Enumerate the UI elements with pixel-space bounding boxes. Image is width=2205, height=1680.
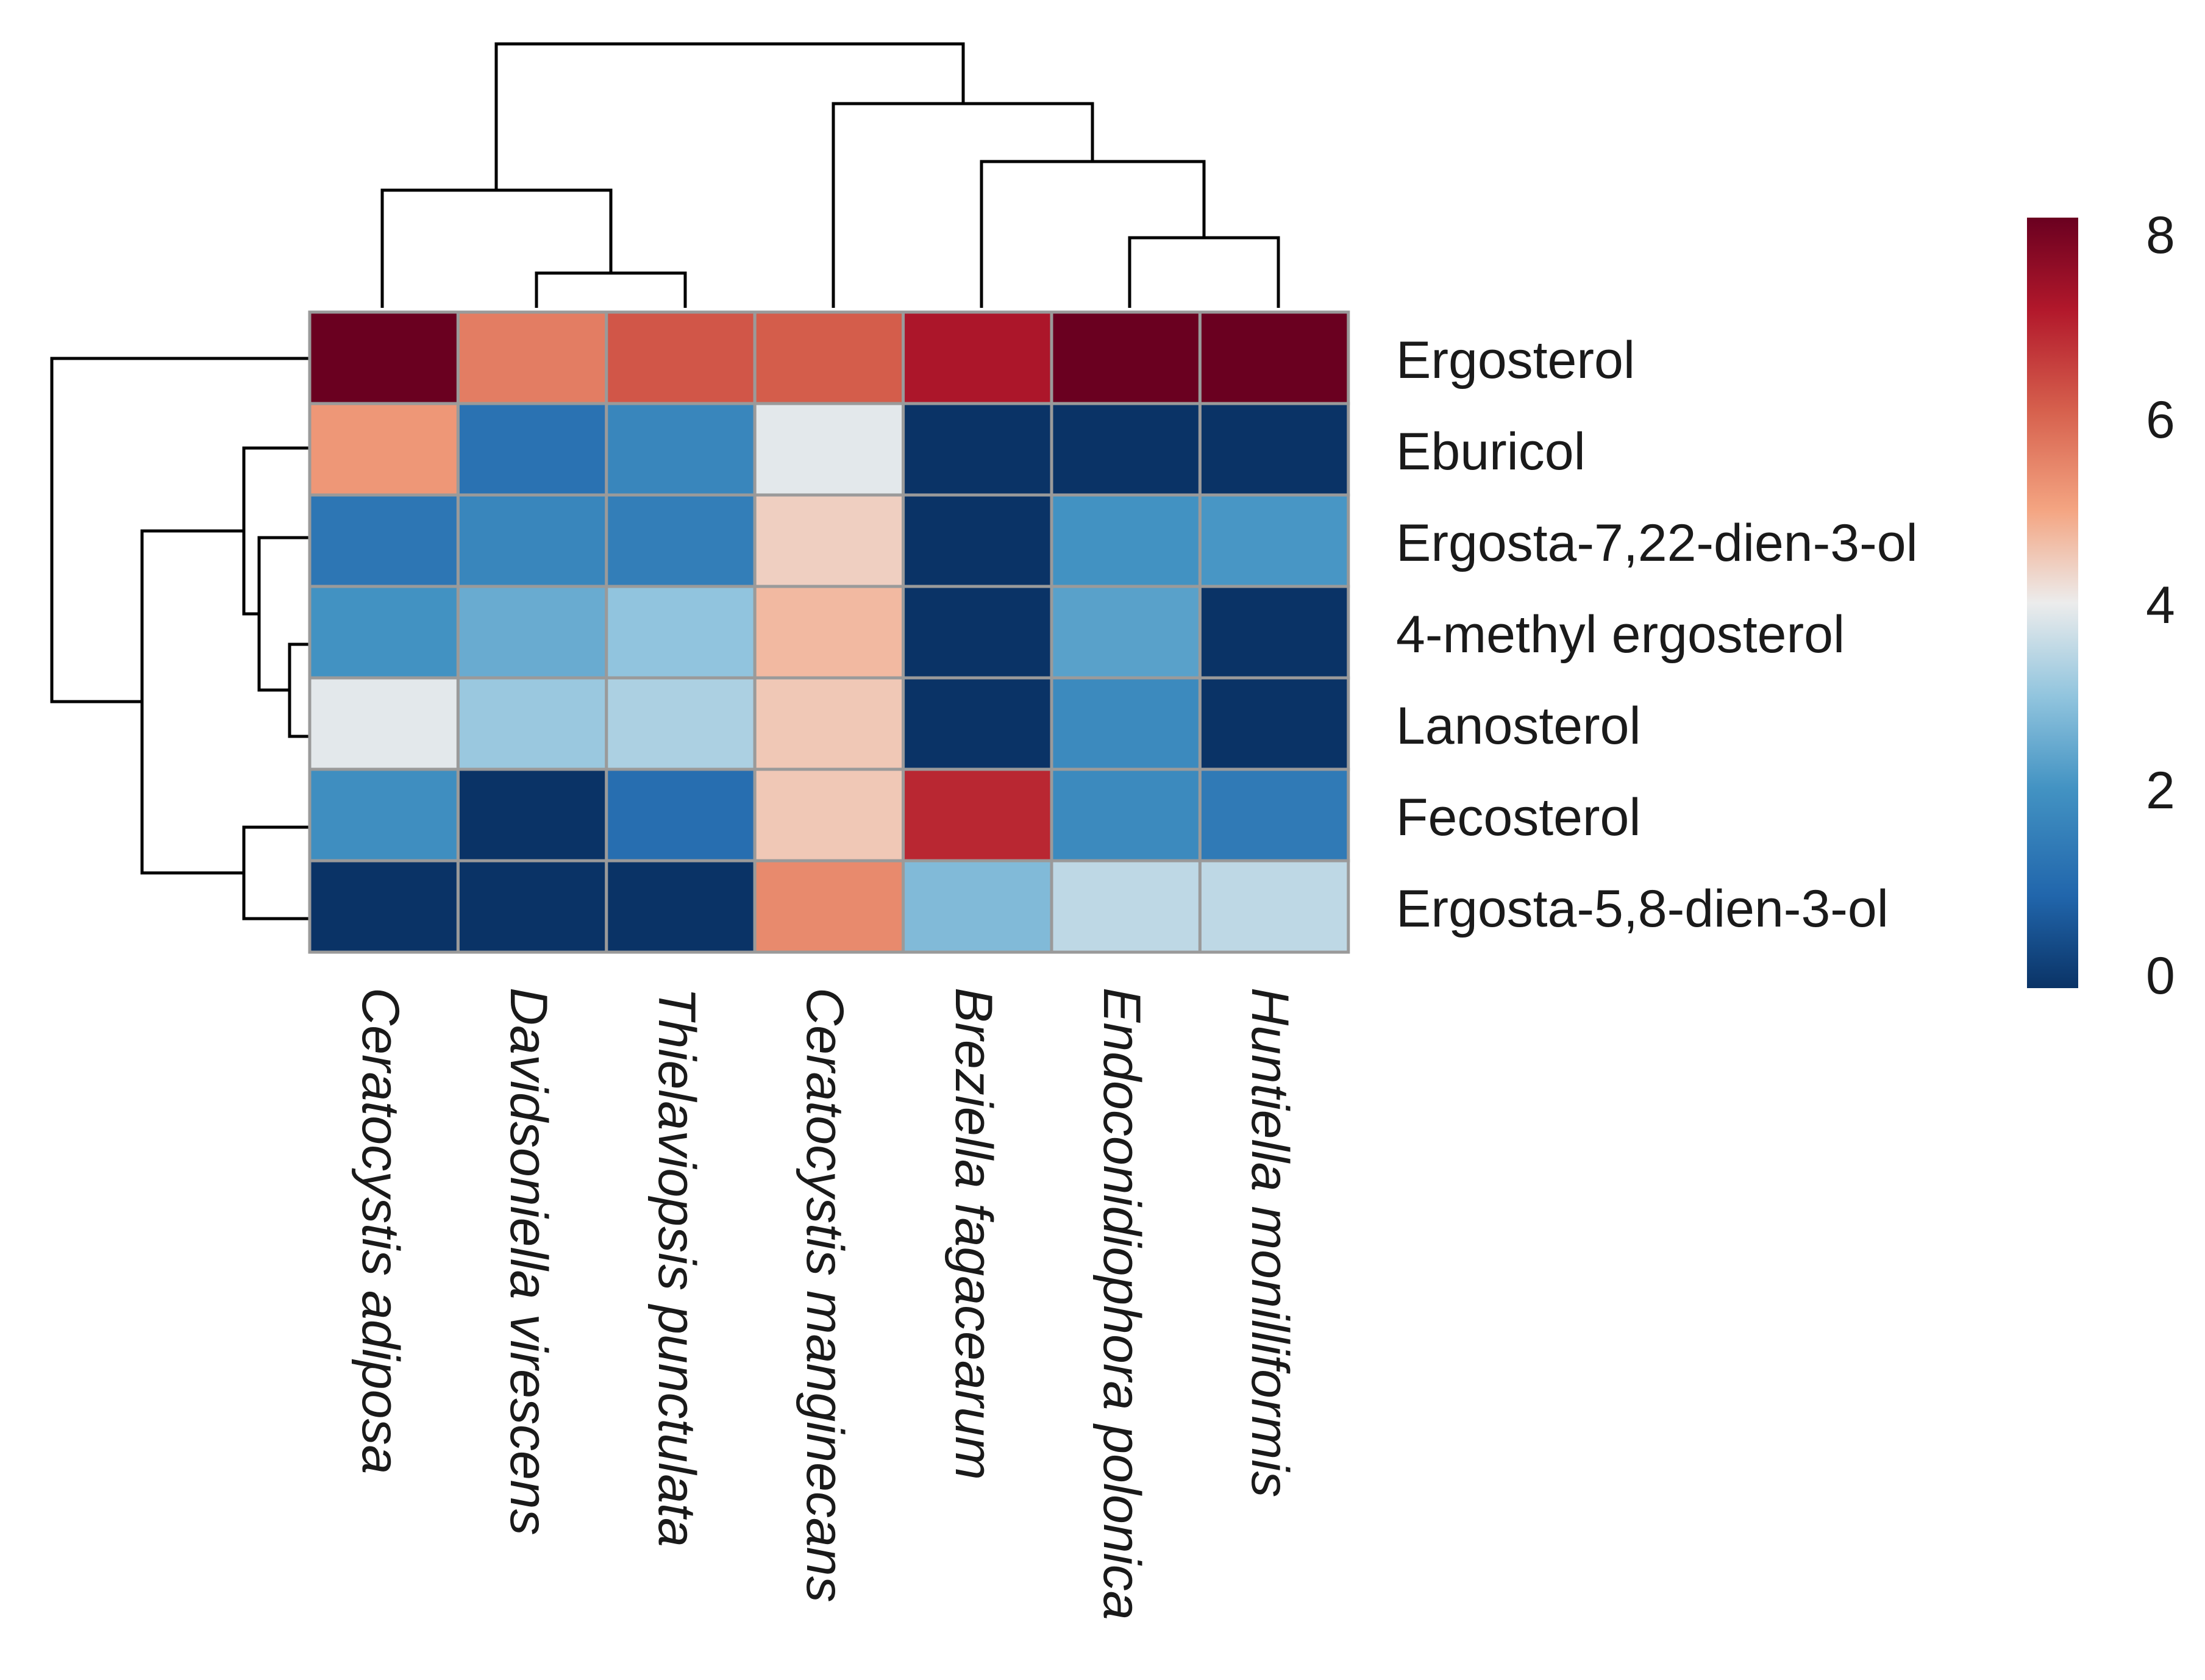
cell-ergosterol-huntiella-monilliformis — [1198, 310, 1350, 405]
col-dendro-link-root — [494, 42, 965, 190]
cell-4-methyl-ergosterol-davidsoniella-virescens — [456, 585, 608, 680]
cell-ergosta-5-8-dien-3-ol-huntiella-monilliformis — [1198, 859, 1350, 954]
cell-ergosta-5-8-dien-3-ol-ceratocystis-adiposa — [308, 859, 460, 954]
colorbar-tick-6: 6 — [2146, 391, 2175, 449]
cell-lanosterol-ceratocystis-adiposa — [308, 676, 460, 771]
row-dendro-link-root — [50, 357, 310, 703]
cell-fecosterol-davidsoniella-virescens — [456, 767, 608, 863]
cell-fecosterol-huntiella-monilliformis — [1198, 767, 1350, 863]
row-label-fecosterol: Fecosterol — [1396, 788, 1641, 847]
colorbar-tick-4: 4 — [2146, 576, 2175, 635]
cell-eburicol-thielaviopsis-punctulata — [605, 402, 757, 497]
cell-fecosterol-thielaviopsis-punctulata — [605, 767, 757, 863]
cell-4-methyl-ergosterol-ceratocystis-adiposa — [308, 585, 460, 680]
cell-fecosterol-breziella-fagacearum — [902, 767, 1053, 863]
row-label-4-methyl-ergosterol: 4-methyl ergosterol — [1396, 605, 1845, 664]
row-label-ergosta-5-8-dien-3-ol: Ergosta-5,8-dien-3-ol — [1396, 880, 1889, 938]
cell-fecosterol-ceratocystis-adiposa — [308, 767, 460, 863]
row-labels: Ergosterol Eburicol Ergosta-7,22-dien-3-… — [1396, 331, 1918, 938]
row-dendro-link-4methyl-lanosterol — [288, 642, 310, 738]
cell-ergosta-7-22-dien-3-ol-breziella-fagacearum — [902, 493, 1053, 588]
col-label-ceratocystis-adiposa: Ceratocystis adiposa — [351, 988, 410, 1474]
row-label-eburicol: Eburicol — [1396, 422, 1586, 481]
color-legend: 8 6 4 2 0 — [2027, 206, 2175, 1005]
cell-lanosterol-thielaviopsis-punctulata — [605, 676, 757, 771]
col-label-thielaviopsis-punctulata: Thielaviopsis punctulata — [647, 988, 706, 1547]
cell-ergosterol-ceratocystis-manginecans — [753, 310, 905, 405]
cell-ergosta-5-8-dien-3-ol-davidsoniella-virescens — [456, 859, 608, 954]
cell-ergosta-7-22-dien-3-ol-davidsoniella-virescens — [456, 493, 608, 588]
colorbar-tick-0: 0 — [2146, 947, 2175, 1005]
cell-4-methyl-ergosterol-thielaviopsis-punctulata — [605, 585, 757, 680]
cell-lanosterol-breziella-fagacearum — [902, 676, 1053, 771]
cell-ergosta-5-8-dien-3-ol-ceratocystis-manginecans — [753, 859, 905, 954]
colorbar — [2027, 218, 2078, 988]
col-label-endoconidiophora-polonica: Endoconidiophora polonica — [1092, 988, 1151, 1620]
cell-lanosterol-huntiella-monilliformis — [1198, 676, 1350, 771]
cell-4-methyl-ergosterol-huntiella-monilliformis — [1198, 585, 1350, 680]
column-labels: Ceratocystis adiposa Davidsoniella vires… — [351, 988, 1299, 1620]
colorbar-tick-2: 2 — [2146, 761, 2175, 820]
col-dendro-link-breziella-group — [980, 160, 1206, 308]
cell-eburicol-huntiella-monilliformis — [1198, 402, 1350, 497]
cell-ergosta-5-8-dien-3-ol-endoconidiophora-polonica — [1050, 859, 1202, 954]
cell-ergosterol-ceratocystis-adiposa — [308, 310, 460, 405]
row-label-ergosta-7-22-dien-3-ol: Ergosta-7,22-dien-3-ol — [1396, 514, 1918, 572]
cell-ergosterol-endoconidiophora-polonica — [1050, 310, 1202, 405]
cell-fecosterol-endoconidiophora-polonica — [1050, 767, 1202, 863]
cell-ergosta-7-22-dien-3-ol-ceratocystis-manginecans — [753, 493, 905, 588]
cell-ergosterol-thielaviopsis-punctulata — [605, 310, 757, 405]
cell-4-methyl-ergosterol-endoconidiophora-polonica — [1050, 585, 1202, 680]
cell-fecosterol-ceratocystis-manginecans — [753, 767, 905, 863]
col-label-ceratocystis-manginecans: Ceratocystis manginecans — [796, 988, 854, 1603]
row-label-ergosterol: Ergosterol — [1396, 331, 1635, 390]
col-dendro-link-adiposa-group — [380, 188, 613, 308]
cell-ergosta-7-22-dien-3-ol-endoconidiophora-polonica — [1050, 493, 1202, 588]
cell-ergosta-5-8-dien-3-ol-thielaviopsis-punctulata — [605, 859, 757, 954]
col-dendro-link-endoconidiophora-huntiella — [1128, 236, 1280, 308]
cell-lanosterol-ceratocystis-manginecans — [753, 676, 905, 771]
colorbar-tick-8: 8 — [2146, 206, 2175, 265]
cell-lanosterol-davidsoniella-virescens — [456, 676, 608, 771]
cell-ergosta-7-22-dien-3-ol-huntiella-monilliformis — [1198, 493, 1350, 588]
cell-eburicol-ceratocystis-manginecans — [753, 402, 905, 497]
cell-ergosta-7-22-dien-3-ol-ceratocystis-adiposa — [308, 493, 460, 588]
row-label-lanosterol: Lanosterol — [1396, 697, 1641, 755]
cell-eburicol-endoconidiophora-polonica — [1050, 402, 1202, 497]
cell-ergosta-7-22-dien-3-ol-thielaviopsis-punctulata — [605, 493, 757, 588]
cell-ergosta-5-8-dien-3-ol-breziella-fagacearum — [902, 859, 1053, 954]
heatmap-cells — [308, 310, 1350, 954]
row-dendro-link-ergosta722-group — [257, 536, 310, 692]
row-dendro-link-sterol-groups — [140, 529, 244, 875]
col-label-breziella-fagacearum: Breziella fagacearum — [944, 988, 1003, 1480]
cell-eburicol-ceratocystis-adiposa — [308, 402, 460, 497]
cell-4-methyl-ergosterol-breziella-fagacearum — [902, 585, 1053, 680]
col-label-davidsoniella-virescens: Davidsoniella virescens — [499, 988, 558, 1536]
row-dendrogram — [50, 357, 310, 920]
cell-4-methyl-ergosterol-ceratocystis-manginecans — [753, 585, 905, 680]
row-dendro-link-fecosterol-ergosta58 — [242, 825, 310, 920]
cell-lanosterol-endoconidiophora-polonica — [1050, 676, 1202, 771]
col-dendro-link-davidsoniella-thielaviopsis — [535, 271, 687, 308]
row-dendro-link-eburicol-group — [242, 446, 310, 616]
col-dendro-link-manginecans-group — [832, 102, 1094, 308]
column-dendrogram — [380, 42, 1280, 308]
cell-ergosterol-davidsoniella-virescens — [456, 310, 608, 405]
col-label-huntiella-monilliformis: Huntiella monilliformis — [1241, 988, 1299, 1497]
cell-eburicol-breziella-fagacearum — [902, 402, 1053, 497]
cell-ergosterol-breziella-fagacearum — [902, 310, 1053, 405]
cell-eburicol-davidsoniella-virescens — [456, 402, 608, 497]
